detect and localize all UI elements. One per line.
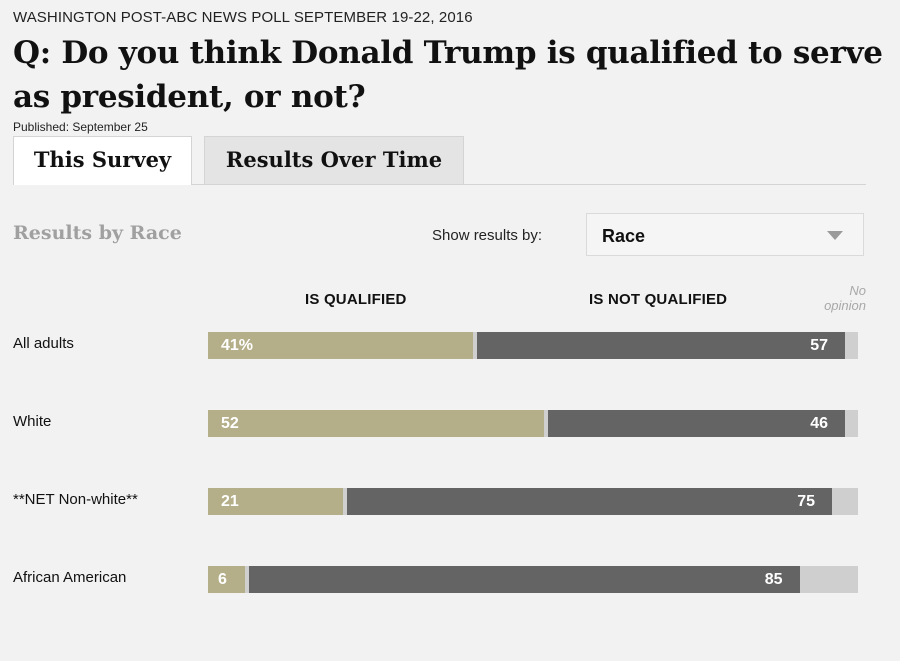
select-value: Race <box>602 226 646 246</box>
value-label-not-qualified: 57 <box>810 337 828 354</box>
bar-not-qualified: 57 <box>476 332 845 359</box>
published-date: Published: September 25 <box>13 120 148 134</box>
poll-kicker: WASHINGTON POST-ABC NEWS POLL SEPTEMBER … <box>13 9 473 26</box>
header-is-qualified: IS QUALIFIED <box>305 291 407 308</box>
filter-label: Show results by: <box>432 227 543 244</box>
bar-row-white: 52 46 <box>208 410 858 437</box>
tab-results-over-time[interactable]: Results Over Time <box>204 136 464 184</box>
results-by-select[interactable]: Race <box>586 213 864 256</box>
tab-bar: This Survey Results Over Time <box>13 136 866 185</box>
tab-this-survey[interactable]: This Survey <box>13 136 192 185</box>
row-label-white: White <box>13 413 52 430</box>
question-headline: Q: Do you think Donald Trump is qualifie… <box>13 35 883 115</box>
bar-row-african-american: 6 85 <box>208 566 858 593</box>
header-no-opinion: No opinion <box>824 283 866 313</box>
value-label-qualified: 41% <box>221 337 254 354</box>
value-label-qualified: 52 <box>221 415 239 432</box>
bar-not-qualified: 75 <box>346 488 832 515</box>
bar-qualified: 52 <box>208 410 544 437</box>
chevron-down-icon <box>827 231 843 240</box>
value-label-not-qualified: 75 <box>797 493 815 510</box>
value-label-qualified: 21 <box>221 493 239 510</box>
header-is-not-qualified: IS NOT QUALIFIED <box>589 291 728 308</box>
row-label-net-non-white: **NET Non-white** <box>13 491 138 508</box>
bar-row-all-adults: 41% 57 <box>208 332 858 359</box>
row-label-african-american: African American <box>13 569 127 586</box>
bar-row-net-non-white: 21 75 <box>208 488 858 515</box>
bar-qualified: 41% <box>208 332 473 359</box>
bar-not-qualified: 85 <box>249 566 800 593</box>
bar-qualified: 21 <box>208 488 343 515</box>
bar-not-qualified: 46 <box>548 410 845 437</box>
value-label-qualified: 6 <box>218 571 227 588</box>
value-label-not-qualified: 85 <box>764 571 783 588</box>
value-label-not-qualified: 46 <box>810 415 828 432</box>
section-title: Results by Race <box>13 222 182 244</box>
bar-qualified: 6 <box>208 566 245 593</box>
row-label-all-adults: All adults <box>13 335 74 352</box>
